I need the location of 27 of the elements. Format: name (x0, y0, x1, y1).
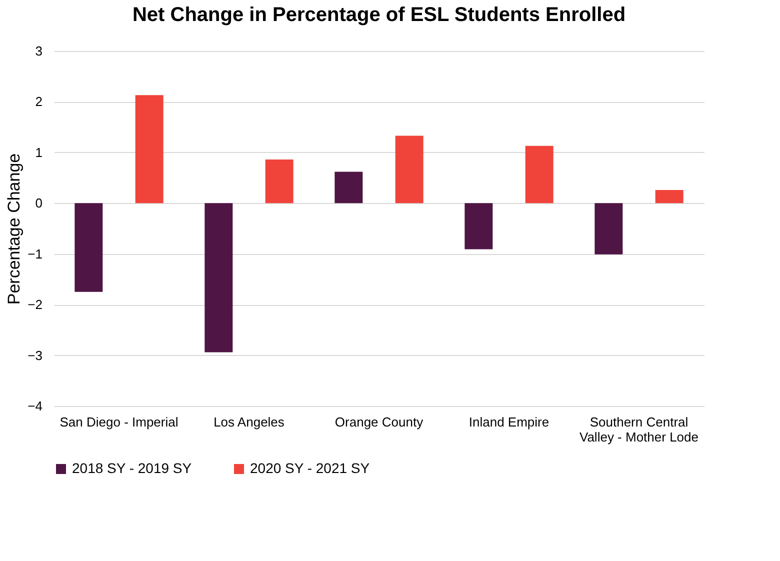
y-tick-label: −4 (28, 398, 42, 414)
y-axis-title: Percentage Change (4, 153, 24, 305)
bar (265, 160, 294, 204)
y-tick-label: 3 (35, 44, 42, 58)
y-tick-label: 0 (35, 196, 42, 211)
y-tick-label: 1 (35, 144, 42, 160)
bar (464, 203, 493, 250)
x-tick-label: Inland Empire (468, 414, 550, 430)
y-tick-label: 2 (35, 94, 42, 110)
bar (655, 190, 684, 204)
y-tick-label: −2 (28, 297, 42, 312)
bar (135, 95, 164, 204)
y-tick-label: −1 (28, 246, 42, 262)
legend-label: 2018 SY - 2019 SY (72, 460, 192, 476)
bar (525, 146, 554, 204)
bar (395, 136, 424, 204)
bar (74, 203, 103, 292)
legend-label: 2020 SY - 2021 SY (250, 460, 370, 476)
y-tick-label: −3 (28, 348, 42, 363)
bar (594, 203, 623, 254)
x-tick-label: Southern Central Valley - Mother Lode (580, 414, 698, 444)
bar (204, 203, 233, 352)
x-tick-label: Los Angeles (214, 414, 285, 430)
chart-title: Net Change in Percentage of ESL Students Enrolled (132, 4, 626, 26)
x-tick-label: Orange County (334, 414, 424, 430)
x-tick-label: San Diego - Imperial (60, 414, 178, 430)
bar (334, 172, 363, 204)
